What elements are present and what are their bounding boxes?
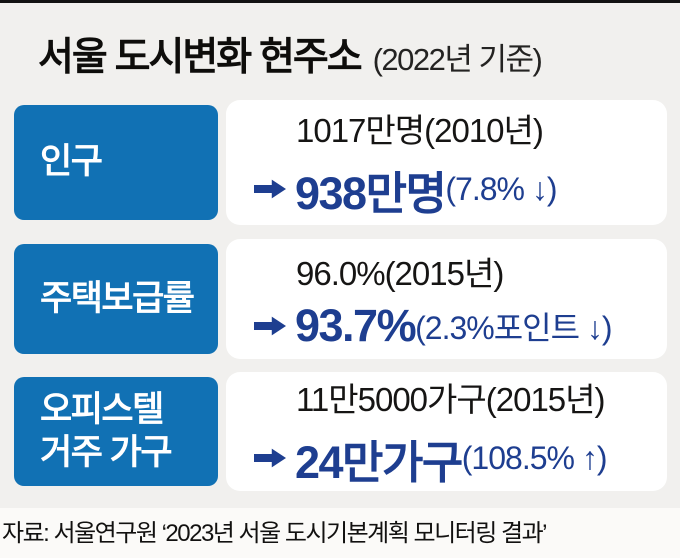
before-value: 11만5000가구(2015년) <box>296 380 606 418</box>
row-label-text-line2: 거주 가구 <box>40 432 173 472</box>
after-value-line: 24만가구 (108.5% ↑) <box>254 426 667 491</box>
table-row-housing-supply: 주택보급률 96.0%(2015년) 93.7% (2.3%포인트 ↓) <box>14 239 667 359</box>
right-arrow-icon <box>254 179 286 199</box>
row-label-text: 인구 <box>40 142 103 182</box>
page-title: 서울 도시변화 현주소 (2022년 기준) <box>38 26 543 82</box>
row-values-housing-supply: 96.0%(2015년) 93.7% (2.3%포인트 ↓) <box>226 239 667 359</box>
after-change-detail: (7.8% ↓) <box>445 170 557 207</box>
before-value: 96.0%(2015년) <box>296 254 504 292</box>
row-label-text-line1: 오피스텔 <box>40 389 164 429</box>
table-row-officetel-households: 오피스텔 거주 가구 11만5000가구(2015년) 24만가구 (108.5%… <box>14 372 667 491</box>
row-label-housing-supply: 주택보급률 <box>14 244 218 354</box>
after-value-big: 93.7% <box>295 299 417 351</box>
row-label-population: 인구 <box>14 105 218 220</box>
right-arrow-icon <box>254 316 286 335</box>
after-value-line: 938만명 (7.8% ↓) <box>254 157 667 222</box>
after-value-line: 93.7% (2.3%포인트 ↓) <box>254 300 667 352</box>
row-label-officetel-households: 오피스텔 거주 가구 <box>14 377 218 486</box>
source-credit: 자료: 서울연구원 ‘2023년 서울 도시기본계획 모니터링 결과’ <box>2 520 548 547</box>
row-values-population: 1017만명(2010년) 938만명 (7.8% ↓) <box>226 100 667 225</box>
row-values-officetel-households: 11만5000가구(2015년) 24만가구 (108.5% ↑) <box>226 372 667 491</box>
row-label-text: 주택보급률 <box>40 278 195 318</box>
before-value: 1017만명(2010년) <box>296 111 544 149</box>
right-arrow-icon <box>254 448 286 468</box>
after-change-detail: (108.5% ↑) <box>461 439 608 476</box>
title-main: 서울 도시변화 현주소 <box>38 36 363 79</box>
after-value-big: 24만가구 <box>295 436 463 488</box>
top-border-rule <box>0 0 680 3</box>
title-note: (2022년 기준) <box>372 42 543 77</box>
after-value-big: 938만명 <box>295 167 447 219</box>
after-change-detail: (2.3%포인트 ↓) <box>415 309 612 346</box>
table-row-population: 인구 1017만명(2010년) 938만명 (7.8% ↓) <box>14 100 667 225</box>
